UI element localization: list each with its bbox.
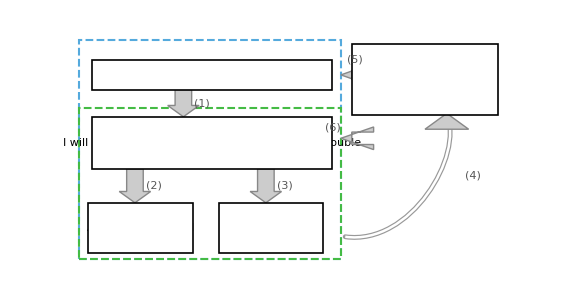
Bar — [92, 60, 332, 90]
Bar — [352, 44, 498, 114]
Polygon shape — [425, 113, 468, 129]
Polygon shape — [250, 169, 282, 203]
Text: (4): (4) — [465, 171, 481, 181]
Text: Economic downturn
and economic
stagnation due to a
lack of demand: Economic downturn and economic stagnatio… — [367, 51, 483, 108]
Text: (3): (3) — [277, 181, 293, 191]
Text: (1): (1) — [194, 98, 210, 108]
Text: Pessimistic thinking:
I will become unemployed, and I will be in big trouble
unl: Pessimistic thinking: I will become unem… — [63, 126, 361, 159]
Bar — [79, 40, 341, 259]
Polygon shape — [341, 127, 374, 150]
Bar — [218, 203, 324, 253]
Text: Emotions:
Anxiety, depressed
feelings: Emotions: Anxiety, depressed feelings — [87, 211, 194, 244]
Polygon shape — [119, 169, 151, 203]
Bar — [88, 203, 193, 253]
Bar — [79, 108, 341, 259]
Text: (5): (5) — [347, 55, 363, 65]
Bar — [92, 117, 332, 169]
Text: (6): (6) — [325, 123, 341, 133]
Text: Anxiety, depressed feelings: Anxiety, depressed feelings — [126, 69, 299, 81]
Polygon shape — [341, 66, 365, 83]
Polygon shape — [168, 90, 199, 117]
Text: (2): (2) — [146, 181, 162, 191]
Text: Behavior:
Reduction of
consumption: Behavior: Reduction of consumption — [235, 211, 307, 244]
